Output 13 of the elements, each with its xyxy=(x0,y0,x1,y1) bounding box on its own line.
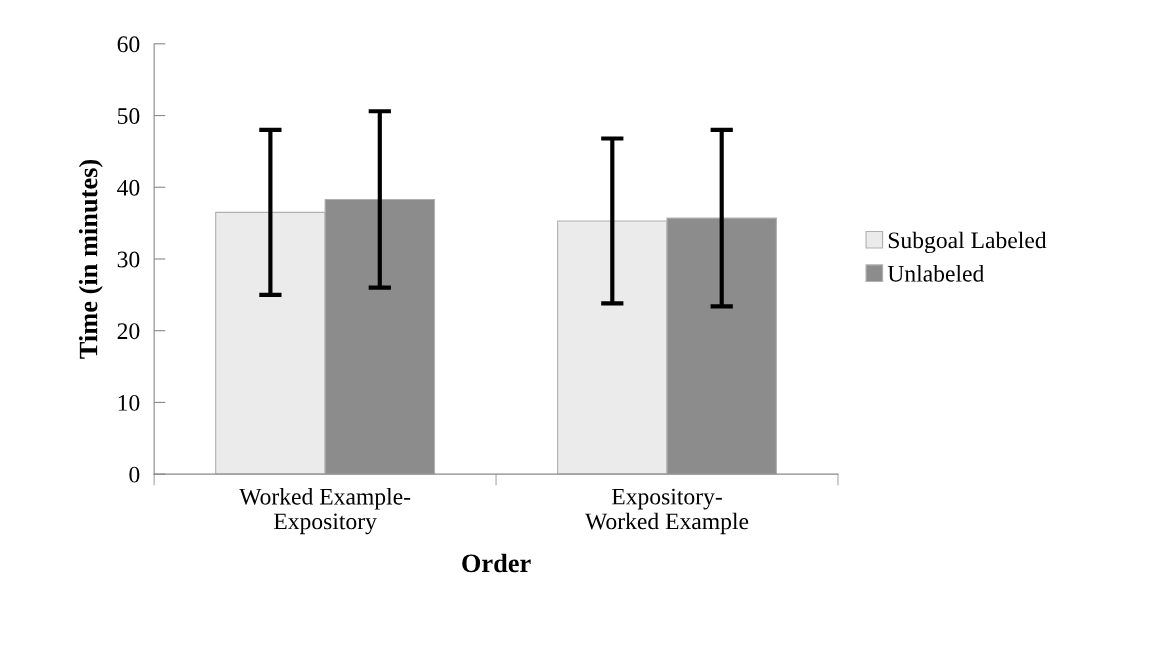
y-tick-label: 40 xyxy=(117,179,140,196)
y-tick-label: 30 xyxy=(117,251,140,268)
y-tick-label: 50 xyxy=(118,108,140,124)
y-tick-label: 10 xyxy=(118,394,140,411)
y-tick-label: 0 xyxy=(129,466,140,483)
x-tick-label: Expository- Worked Example xyxy=(585,488,749,535)
y-tick-label: 60 xyxy=(117,36,140,53)
legend-label: Unlabeled xyxy=(887,265,985,282)
y-tick-label: 20 xyxy=(117,323,140,340)
x-axis-title: Order xyxy=(462,553,531,573)
legend-label: Subgoal Labeled xyxy=(888,231,1047,254)
x-tick-label: Worked Example- Expository xyxy=(239,488,411,535)
y-axis-title: Time (in minutes) xyxy=(78,159,103,359)
